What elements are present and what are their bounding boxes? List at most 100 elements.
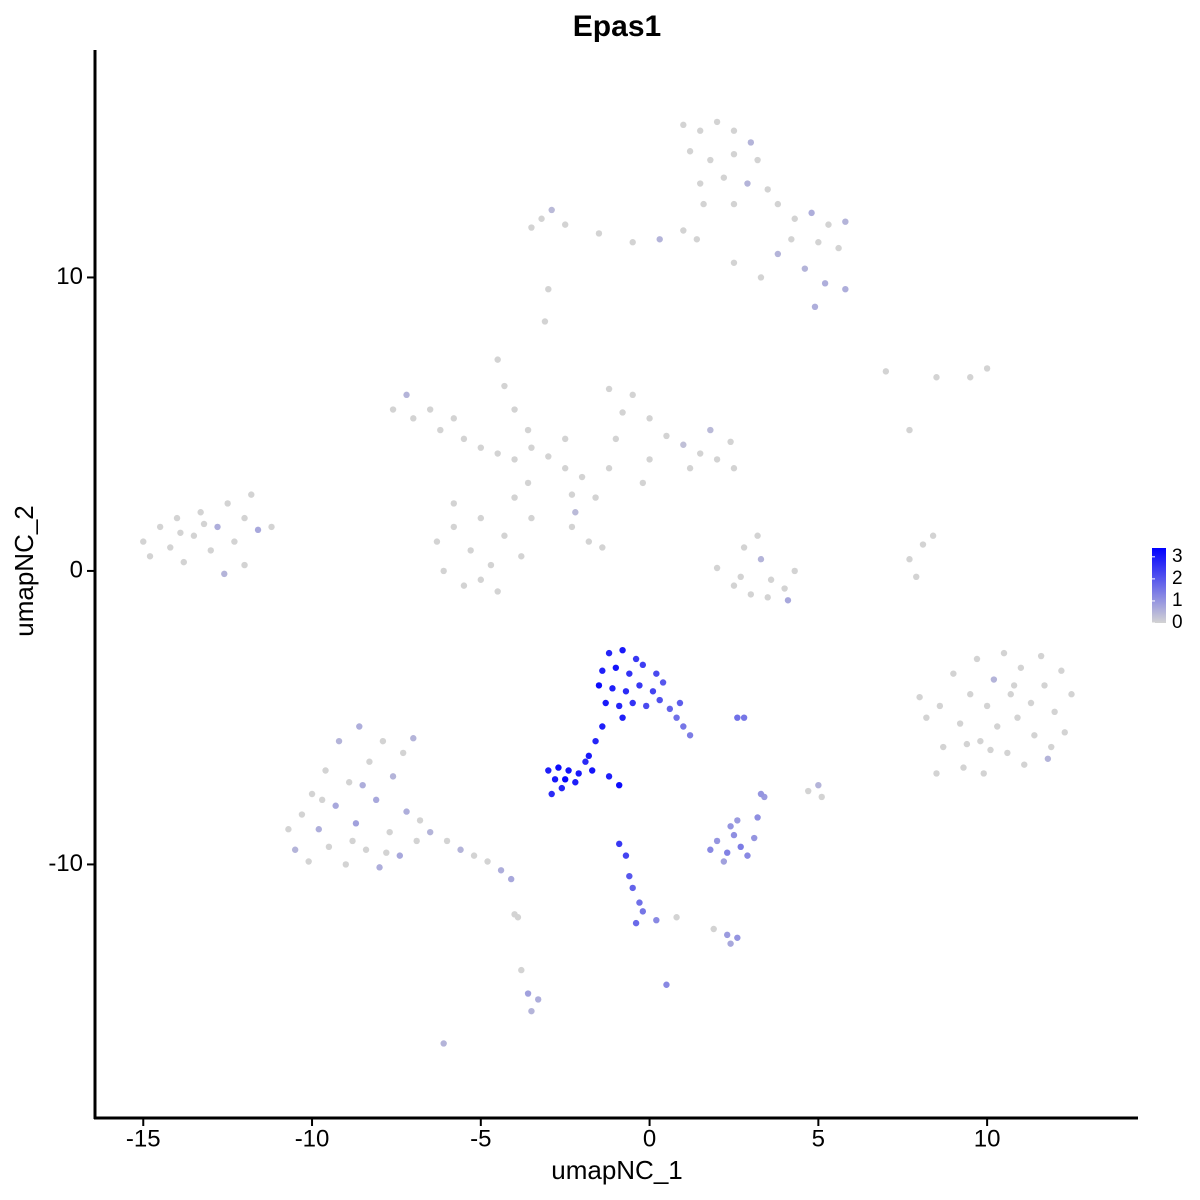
cell-point: [450, 415, 458, 422]
cell-point: [632, 919, 640, 927]
cell-point: [1031, 732, 1038, 739]
cell-point: [757, 556, 765, 563]
y-tick-label: -10: [48, 850, 83, 877]
cell-point: [713, 456, 721, 463]
cell-point: [362, 846, 370, 853]
cell-point: [568, 523, 576, 531]
cell-point: [734, 934, 741, 941]
cell-point: [983, 365, 991, 372]
cell-point: [680, 121, 687, 129]
cell-point: [595, 230, 603, 237]
cell-point: [987, 746, 994, 754]
cell-point: [805, 787, 812, 795]
cell-point: [190, 532, 198, 539]
cell-point: [629, 239, 636, 246]
cell-point: [416, 817, 424, 824]
cell-point: [561, 465, 569, 472]
cell-point: [1014, 714, 1021, 721]
cell-point: [457, 846, 464, 853]
cell-point: [619, 646, 626, 654]
x-tick-label: 5: [812, 1125, 825, 1152]
cell-point: [680, 227, 687, 234]
cell-point: [528, 444, 535, 451]
cell-point: [548, 790, 555, 798]
cell-point: [1007, 691, 1014, 698]
cell-point: [477, 576, 485, 583]
cell-point: [622, 852, 630, 859]
cell-point: [207, 547, 214, 554]
x-tick-label: 0: [643, 1125, 656, 1152]
cell-point: [707, 426, 714, 434]
cell-point: [676, 699, 684, 707]
cell-point: [754, 156, 761, 164]
cell-point: [440, 567, 447, 575]
cell-point: [335, 737, 343, 745]
cell-point: [990, 676, 998, 683]
cell-point: [545, 453, 552, 460]
cell-point: [588, 767, 596, 774]
cell-point: [960, 764, 967, 771]
cell-point: [440, 1040, 447, 1047]
cell-point: [825, 221, 832, 228]
cell-point: [730, 582, 738, 589]
cell-point: [686, 465, 694, 472]
cell-point: [379, 737, 387, 745]
cell-point: [693, 236, 701, 243]
cell-point: [663, 432, 670, 440]
cell-point: [470, 852, 478, 859]
cell-point: [680, 723, 687, 730]
cell-point: [291, 846, 299, 853]
cell-point: [467, 547, 474, 554]
cell-point: [605, 773, 613, 780]
cell-point: [707, 846, 714, 853]
cell-point: [616, 781, 623, 789]
cell-point: [342, 861, 349, 868]
cell-point: [605, 385, 613, 393]
cell-point: [666, 705, 674, 713]
cell-point: [727, 940, 734, 947]
cell-point: [524, 426, 532, 434]
cell-point: [656, 696, 663, 704]
cell-point: [629, 699, 636, 707]
cell-point: [686, 732, 694, 739]
cell-point: [639, 661, 647, 669]
cell-point: [622, 688, 630, 695]
x-tick-label: -15: [126, 1125, 161, 1152]
y-tick-label: 0: [70, 556, 83, 583]
cell-point: [389, 773, 397, 780]
cell-point: [602, 699, 609, 707]
cell-point: [933, 374, 940, 381]
cell-point: [177, 529, 184, 536]
cell-point: [994, 723, 1001, 730]
cell-point: [501, 382, 508, 390]
cell-point: [582, 758, 589, 765]
cell-point: [460, 582, 468, 589]
cell-point: [548, 206, 555, 214]
cell-point: [541, 318, 549, 325]
cell-point: [1051, 708, 1058, 716]
cell-point: [156, 523, 164, 531]
cell-point: [595, 682, 603, 689]
cell-point: [842, 285, 849, 293]
cell-point: [727, 823, 734, 830]
cell-point: [767, 576, 775, 583]
cell-point: [1027, 699, 1035, 707]
cell-point: [572, 509, 579, 516]
cell-point: [697, 127, 704, 134]
cell-point: [815, 781, 822, 789]
cell-point: [727, 438, 734, 446]
cell-point: [426, 828, 434, 836]
cell-point: [484, 858, 491, 865]
cell-point: [626, 872, 633, 880]
cell-point: [555, 764, 562, 771]
cell-point: [697, 180, 704, 187]
cell-point: [534, 996, 542, 1003]
cell-point: [619, 714, 626, 721]
cell-point: [737, 843, 744, 851]
cell-point: [592, 737, 599, 745]
cell-point: [629, 391, 636, 399]
cell-point: [663, 981, 670, 988]
cell-point: [1061, 729, 1068, 736]
cell-point: [599, 723, 606, 730]
